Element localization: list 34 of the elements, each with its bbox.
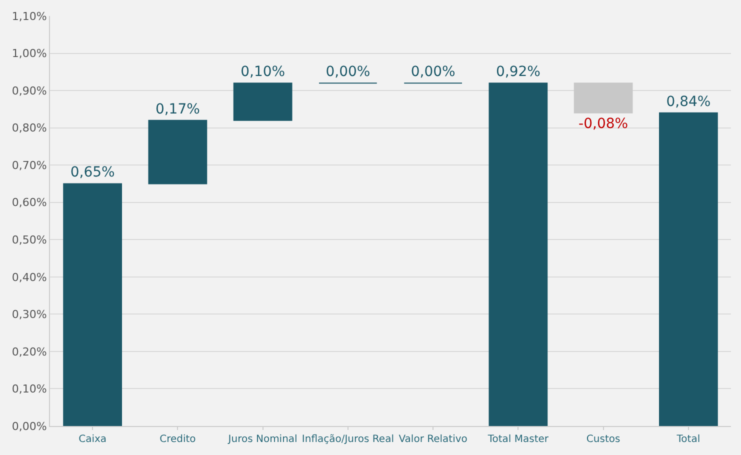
bar: [233, 82, 292, 121]
y-tick-label: 1,00%: [12, 47, 47, 60]
y-tick-label: 0,80%: [12, 122, 47, 135]
y-tick-label: 0,00%: [12, 420, 47, 433]
bar: [148, 120, 208, 184]
data-label: 0,10%: [240, 64, 286, 80]
x-tick-label: Total Master: [486, 434, 550, 445]
y-tick-label: 0,70%: [12, 158, 47, 172]
bar: [659, 112, 718, 426]
bar: [488, 82, 548, 426]
y-tick-label: 0,60%: [12, 196, 47, 210]
y-tick-label: 0,40%: [12, 270, 47, 284]
data-label: 0,00%: [410, 64, 456, 80]
x-tick-label: Custos: [586, 434, 620, 445]
y-tick-label: 0,20%: [12, 345, 47, 358]
x-tick-label: Caixa: [78, 434, 107, 445]
data-label: 0,84%: [666, 94, 711, 110]
y-tick-label: 0,10%: [12, 382, 47, 396]
bar: [63, 183, 122, 426]
x-tick-label: Valor Relativo: [398, 434, 468, 445]
data-label: 0,00%: [326, 64, 370, 80]
x-tick-label: Credito: [160, 434, 196, 445]
y-tick-label: 1,10%: [12, 10, 47, 23]
y-tick-label: 0,90%: [12, 84, 47, 98]
x-tick-label: Inflação/Juros Real: [302, 434, 394, 445]
x-tick-label: Juros Nominal: [227, 434, 298, 445]
data-label: 0,17%: [155, 101, 200, 118]
data-label: -0,08%: [578, 116, 628, 132]
bar: [574, 82, 633, 114]
y-tick-label: 0,50%: [12, 233, 47, 246]
y-tick-label: 0,30%: [12, 308, 47, 322]
data-label: 0,92%: [496, 64, 540, 80]
x-tick-label: Total: [676, 434, 700, 445]
data-label: 0,65%: [70, 164, 115, 181]
